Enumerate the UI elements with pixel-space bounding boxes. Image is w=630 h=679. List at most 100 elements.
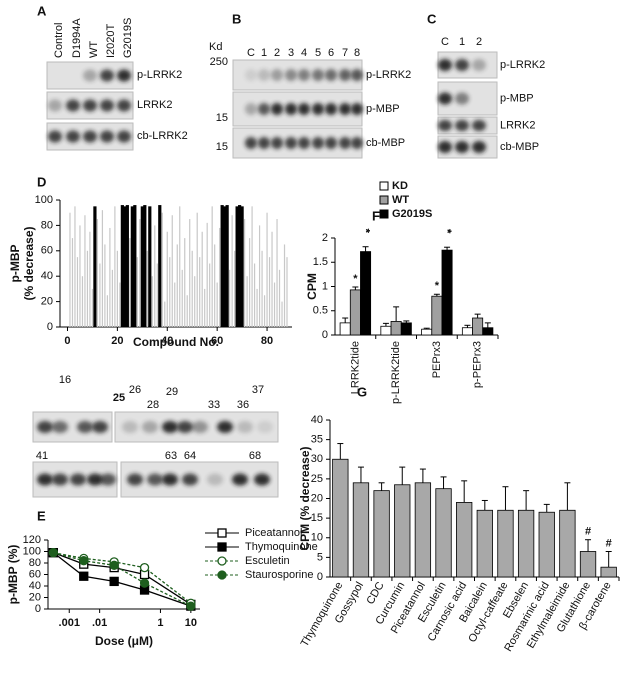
lane-label: WT [88, 41, 100, 58]
bar [266, 212, 268, 327]
bar [148, 206, 152, 327]
bar [125, 205, 129, 327]
blot-band [48, 130, 62, 143]
blot-band [455, 141, 469, 153]
y-tick-label: 120 [23, 534, 41, 546]
lane-label: 7 [342, 47, 348, 59]
y-axis-title: CPM [305, 273, 319, 300]
y-axis-title: p-MBP [8, 245, 22, 283]
row-label: p-MBP [500, 92, 534, 104]
bar [179, 206, 181, 327]
blot-band [351, 137, 363, 149]
marker-label: 15 [216, 141, 228, 153]
lane-label: G2019S [122, 18, 134, 58]
panel-label: B [232, 11, 241, 26]
panel-label: G [357, 384, 367, 399]
bar [91, 288, 94, 327]
bar [84, 215, 86, 327]
bar [248, 238, 251, 327]
row-label: p-MBP [366, 103, 400, 115]
row-label: cb-MBP [366, 137, 405, 149]
bar [238, 205, 242, 327]
bar [216, 282, 218, 327]
blot-band [100, 99, 114, 112]
blot-band [312, 103, 324, 115]
legend-swatch [379, 181, 389, 191]
blot-band [325, 69, 337, 81]
bar [154, 225, 156, 327]
bar [104, 244, 106, 327]
blot-band [83, 69, 97, 82]
bar [472, 317, 484, 336]
bar [286, 257, 288, 327]
bar [390, 321, 402, 336]
blot-band [472, 59, 486, 71]
blot-band [217, 421, 233, 433]
blot-band [351, 69, 363, 81]
bar [281, 301, 283, 327]
bar [231, 215, 233, 327]
significance-mark: * [435, 280, 440, 292]
bar [360, 251, 372, 336]
bar [93, 206, 97, 327]
bar [214, 244, 216, 327]
legend-swatch [379, 195, 389, 205]
blot-band [83, 99, 97, 112]
bar [109, 227, 111, 327]
y-tick-label: 80 [29, 557, 41, 569]
y-tick-label: 30 [311, 453, 323, 465]
unit-label: Kd [209, 41, 222, 53]
marker [139, 578, 150, 588]
blot-band [100, 130, 114, 143]
blot-band [66, 99, 80, 112]
panel-label: C [427, 11, 437, 26]
legend-label: WT [392, 194, 409, 206]
blot-band [455, 59, 469, 71]
blot-band [312, 137, 324, 149]
bar [339, 322, 351, 336]
bar [86, 250, 89, 327]
blot-band [285, 137, 297, 149]
blot-band [258, 69, 270, 81]
bar [79, 225, 81, 327]
bar [96, 219, 99, 327]
x-tick-label: 80 [261, 335, 273, 347]
bar [223, 206, 227, 327]
bar [99, 263, 101, 327]
bar [191, 250, 193, 327]
bar [229, 269, 231, 327]
blot-band [298, 69, 310, 81]
bar [421, 328, 433, 336]
y-tick-label: 20 [29, 591, 41, 603]
y-tick-label: 0 [35, 603, 41, 615]
bar [253, 263, 256, 327]
bar [76, 257, 79, 327]
legend-label: Piceatannol [245, 527, 303, 539]
y-tick-label: 0 [322, 329, 328, 341]
lane-number: 25 [113, 392, 125, 404]
x-tick-label: p-LRRK2tide [390, 341, 402, 404]
bar [111, 269, 113, 327]
blot-band [438, 59, 452, 71]
marker [79, 571, 89, 581]
lane-label: D1994A [71, 18, 83, 58]
panel-label: A [37, 3, 47, 18]
blot-band [257, 421, 273, 433]
legend-marker [217, 556, 227, 566]
lane-number: 68 [249, 450, 261, 462]
bar [140, 206, 144, 327]
y-tick-label: 40 [29, 580, 41, 592]
blot-band [438, 92, 452, 105]
lane-number: 36 [237, 399, 249, 411]
significance-mark: # [585, 526, 591, 538]
x-tick-label: p-PEPrx3 [472, 341, 484, 388]
bar [129, 238, 131, 327]
blot-band [271, 103, 283, 115]
blot-band [162, 473, 178, 486]
lane-number: 37 [252, 384, 264, 396]
bar [120, 205, 124, 327]
blot-band [100, 473, 116, 486]
panel-label: F [372, 208, 380, 223]
blot-band [83, 130, 97, 143]
